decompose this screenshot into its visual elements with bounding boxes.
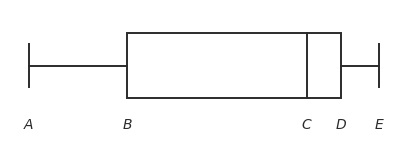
Text: E: E bbox=[375, 118, 384, 132]
Text: D: D bbox=[336, 118, 346, 132]
Text: C: C bbox=[302, 118, 312, 132]
Text: B: B bbox=[122, 118, 132, 132]
Text: A: A bbox=[24, 118, 33, 132]
Bar bbox=[127, 33, 341, 98]
